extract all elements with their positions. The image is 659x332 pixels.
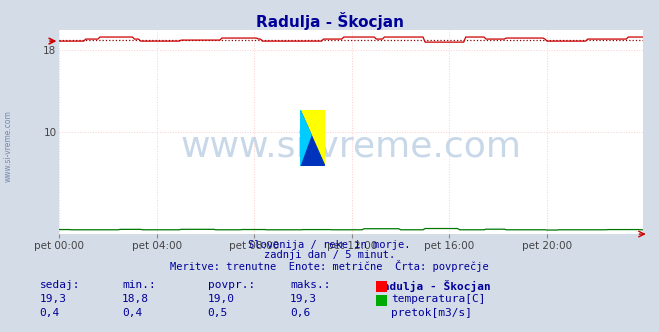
Text: Meritve: trenutne  Enote: metrične  Črta: povprečje: Meritve: trenutne Enote: metrične Črta: … [170,260,489,272]
Text: Slovenija / reke in morje.: Slovenija / reke in morje. [248,240,411,250]
Text: 0,4: 0,4 [122,308,142,318]
Text: maks.:: maks.: [290,280,330,290]
Text: www.si-vreme.com: www.si-vreme.com [4,110,13,182]
Polygon shape [300,110,311,166]
Text: Radulja - Škocjan: Radulja - Škocjan [256,12,403,30]
Text: 0,6: 0,6 [290,308,310,318]
Text: pretok[m3/s]: pretok[m3/s] [391,308,473,318]
Text: 19,3: 19,3 [40,294,67,304]
Text: 18,8: 18,8 [122,294,149,304]
Text: zadnji dan / 5 minut.: zadnji dan / 5 minut. [264,250,395,260]
Text: min.:: min.: [122,280,156,290]
Polygon shape [300,110,325,166]
Text: www.si-vreme.com: www.si-vreme.com [181,129,521,163]
Text: povpr.:: povpr.: [208,280,255,290]
Text: sedaj:: sedaj: [40,280,80,290]
Text: temperatura[C]: temperatura[C] [391,294,486,304]
Text: 0,4: 0,4 [40,308,60,318]
Text: 19,3: 19,3 [290,294,317,304]
Text: 0,5: 0,5 [208,308,228,318]
Polygon shape [300,110,325,166]
Text: Radulja - Škocjan: Radulja - Škocjan [376,280,490,291]
Text: 19,0: 19,0 [208,294,235,304]
